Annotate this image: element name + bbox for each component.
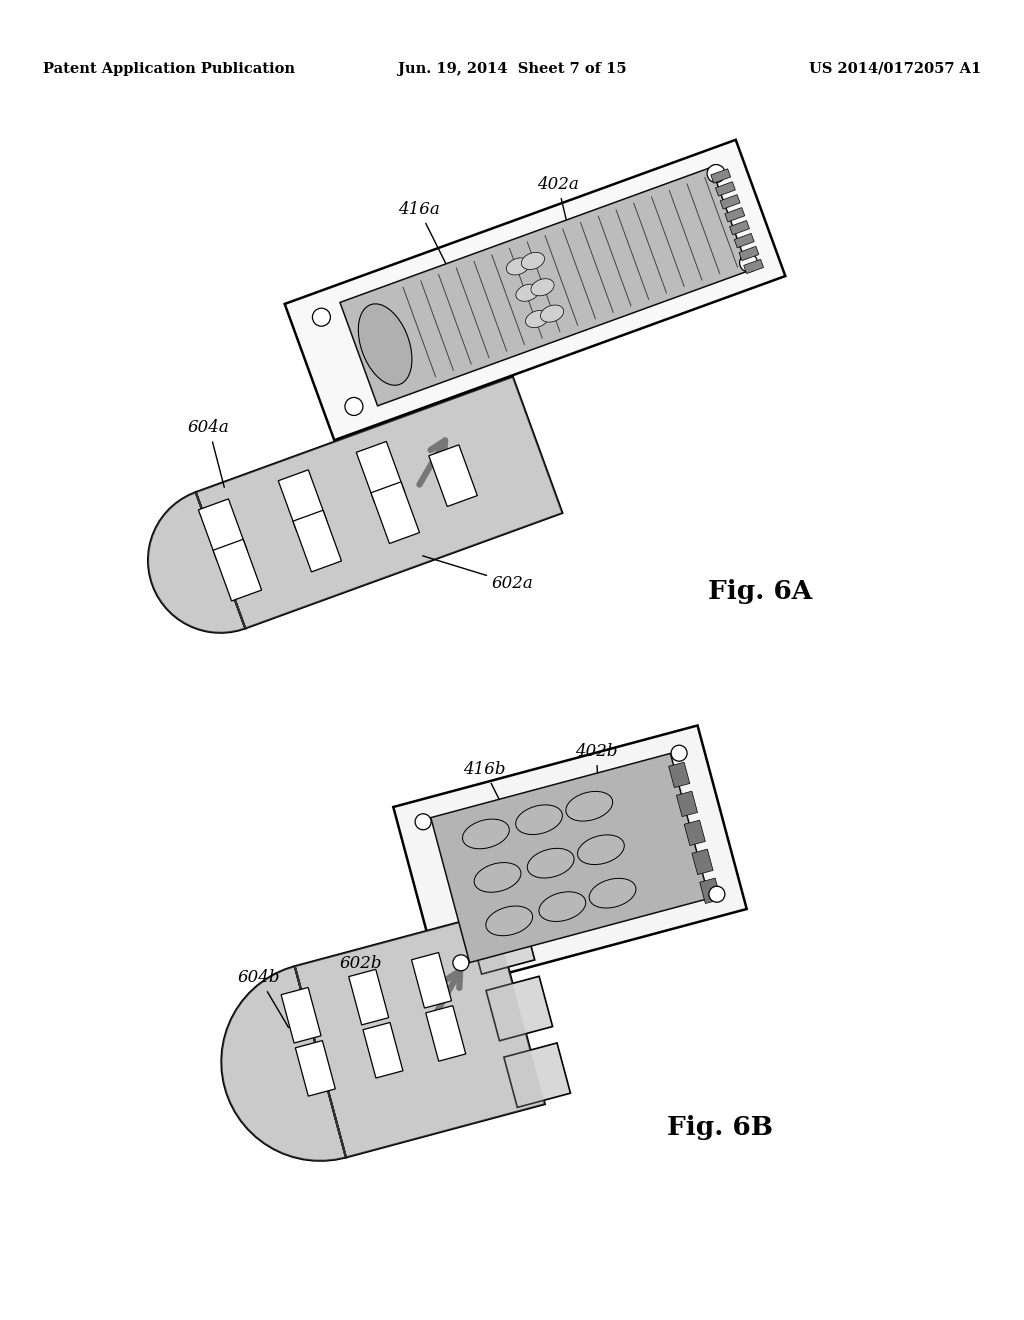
- Polygon shape: [516, 284, 539, 301]
- Circle shape: [345, 397, 362, 416]
- Polygon shape: [743, 259, 764, 273]
- Polygon shape: [362, 1023, 403, 1078]
- Circle shape: [453, 954, 469, 970]
- Polygon shape: [539, 892, 586, 921]
- Polygon shape: [527, 849, 574, 878]
- Polygon shape: [578, 834, 625, 865]
- Polygon shape: [684, 820, 706, 846]
- Text: Fig. 6A: Fig. 6A: [708, 579, 812, 605]
- Polygon shape: [293, 511, 342, 572]
- Polygon shape: [521, 252, 545, 269]
- Circle shape: [671, 746, 687, 762]
- Polygon shape: [196, 376, 562, 628]
- Polygon shape: [393, 726, 746, 990]
- Polygon shape: [669, 762, 690, 788]
- Polygon shape: [541, 305, 563, 322]
- Polygon shape: [340, 168, 749, 405]
- Polygon shape: [196, 376, 562, 628]
- Polygon shape: [356, 441, 404, 503]
- Text: 416b: 416b: [463, 762, 516, 833]
- Polygon shape: [677, 791, 697, 817]
- Circle shape: [312, 308, 331, 326]
- Polygon shape: [221, 966, 346, 1160]
- Polygon shape: [221, 966, 346, 1160]
- Polygon shape: [725, 207, 744, 222]
- Polygon shape: [711, 169, 731, 183]
- Polygon shape: [734, 234, 754, 248]
- Polygon shape: [468, 909, 535, 974]
- Polygon shape: [463, 820, 509, 849]
- Polygon shape: [431, 754, 710, 962]
- Polygon shape: [474, 862, 521, 892]
- Polygon shape: [530, 279, 554, 296]
- Polygon shape: [566, 792, 612, 821]
- Polygon shape: [295, 913, 545, 1158]
- Text: US 2014/0172057 A1: US 2014/0172057 A1: [809, 62, 981, 77]
- Polygon shape: [692, 849, 713, 875]
- Polygon shape: [716, 182, 735, 197]
- Polygon shape: [148, 492, 246, 632]
- Text: 402a: 402a: [537, 176, 579, 244]
- Polygon shape: [426, 1006, 466, 1061]
- Polygon shape: [412, 953, 452, 1008]
- Polygon shape: [504, 1043, 570, 1107]
- Polygon shape: [349, 969, 389, 1024]
- Polygon shape: [486, 977, 553, 1040]
- Text: Jun. 19, 2014  Sheet 7 of 15: Jun. 19, 2014 Sheet 7 of 15: [397, 62, 627, 77]
- Text: 604b: 604b: [238, 969, 289, 1027]
- Polygon shape: [431, 754, 710, 962]
- Text: 602b: 602b: [340, 954, 383, 1010]
- Text: 602a: 602a: [423, 556, 534, 591]
- Circle shape: [708, 165, 725, 182]
- Text: Patent Application Publication: Patent Application Publication: [43, 62, 295, 77]
- Polygon shape: [485, 906, 532, 936]
- Polygon shape: [729, 220, 750, 235]
- Polygon shape: [340, 168, 749, 405]
- Polygon shape: [358, 304, 412, 385]
- Polygon shape: [589, 878, 636, 908]
- Polygon shape: [213, 540, 262, 601]
- Polygon shape: [285, 140, 785, 440]
- Polygon shape: [148, 492, 246, 632]
- Circle shape: [415, 814, 431, 830]
- Polygon shape: [279, 470, 327, 532]
- Circle shape: [739, 253, 758, 272]
- Circle shape: [709, 886, 725, 902]
- Text: 402b: 402b: [575, 743, 617, 813]
- Polygon shape: [429, 445, 477, 507]
- Polygon shape: [525, 310, 549, 327]
- Polygon shape: [371, 482, 420, 544]
- Text: 416a: 416a: [398, 201, 453, 279]
- Text: Fig. 6B: Fig. 6B: [667, 1115, 773, 1140]
- Polygon shape: [506, 257, 529, 275]
- Polygon shape: [199, 499, 247, 561]
- Polygon shape: [282, 987, 322, 1043]
- Polygon shape: [295, 1040, 335, 1096]
- Polygon shape: [699, 878, 721, 903]
- Polygon shape: [720, 194, 740, 209]
- Polygon shape: [516, 805, 562, 834]
- Text: 604a: 604a: [188, 420, 229, 487]
- Polygon shape: [295, 913, 545, 1158]
- Polygon shape: [739, 247, 759, 260]
